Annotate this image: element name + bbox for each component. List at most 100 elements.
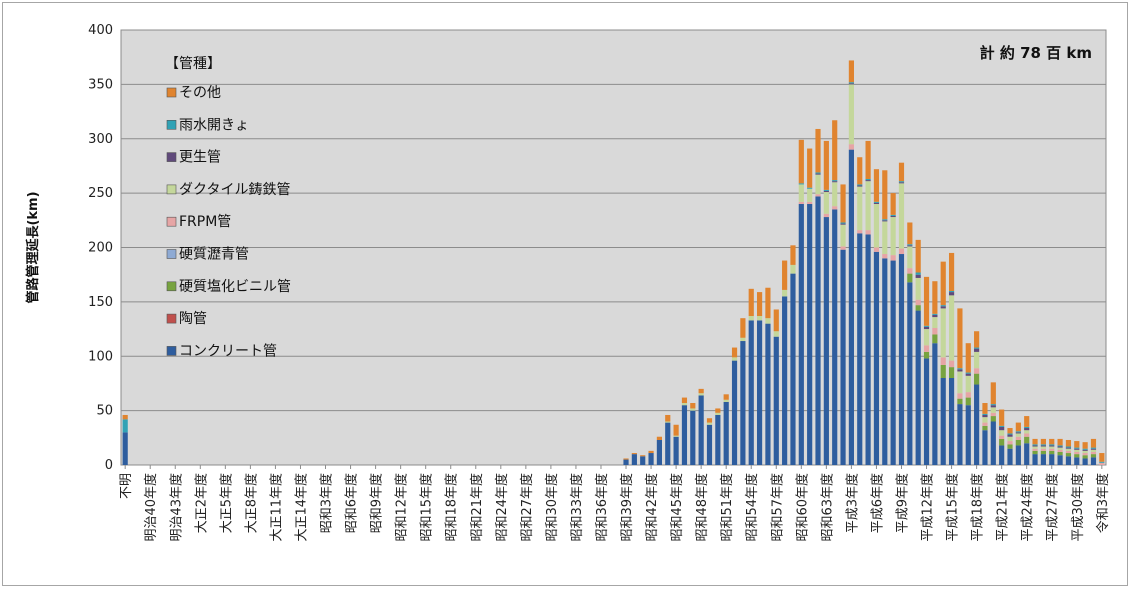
bar-segment [882, 220, 888, 222]
stacked-bar-chart: 050100150200250300350400 不明 明治40年度 明治43年度大… [25, 23, 1111, 542]
bar-segment [940, 308, 946, 358]
bar-segment [1015, 422, 1021, 432]
bar-segment [932, 281, 938, 314]
bar-segment [957, 369, 963, 372]
bar-segment [1007, 433, 1013, 435]
bar-segment [999, 445, 1005, 465]
x-tick-label: 昭和24年度 [494, 473, 510, 542]
bar-segment [923, 276, 930, 326]
bar-segment [1065, 450, 1072, 454]
bar-segment [748, 316, 754, 321]
legend-label: ダクタイル鋳鉄管 [179, 181, 290, 198]
bar-segment [1049, 446, 1055, 449]
x-tick-label: 平成12年度 [920, 473, 936, 542]
x-tick-label: 不明 [119, 473, 134, 499]
bar-segment [740, 341, 746, 465]
legend-label: FRPM管 [179, 214, 231, 230]
bar-segment [982, 417, 988, 423]
bar-segment [1065, 447, 1072, 449]
bar-segment [723, 394, 729, 400]
bar-segment [965, 343, 971, 373]
bar-segment [798, 183, 804, 185]
bar-segment [957, 371, 963, 394]
bar-segment [907, 282, 913, 465]
bar-segment [898, 182, 905, 184]
x-tick-label: 昭和48年度 [694, 473, 710, 542]
bar-segment [1057, 445, 1063, 447]
x-tick-label: 昭和21年度 [469, 473, 485, 542]
bar-segment [890, 193, 896, 215]
bar-segment [857, 157, 863, 185]
bar-segment [982, 422, 988, 426]
bar-segment [690, 410, 696, 465]
bar-segment [756, 320, 763, 465]
bar-segment [923, 351, 930, 359]
x-tick-label: 平成30年度 [1070, 473, 1086, 542]
bar-segment [773, 309, 779, 332]
bar-segment [857, 230, 863, 234]
bar-segment [982, 430, 988, 465]
bar-segment [823, 190, 829, 193]
bar-segment [648, 453, 654, 465]
x-tick-label: 昭和12年度 [394, 473, 410, 542]
bar-segment [999, 438, 1005, 446]
bar-segment [1049, 454, 1055, 465]
bar-segment [857, 186, 863, 231]
bar-segment [1015, 432, 1021, 434]
bar-segment [623, 458, 629, 460]
bar-segment [965, 405, 971, 465]
bar-segment [823, 213, 829, 218]
y-tick-label: 50 [96, 404, 113, 419]
bar-segment [1074, 447, 1080, 449]
y-tick-label: 150 [88, 295, 113, 310]
legend-label: 更生管 [179, 150, 221, 166]
bar-segment [948, 360, 955, 368]
bar-segment [848, 60, 854, 83]
bar-segment [915, 277, 921, 300]
legend-label: コンクリート管 [179, 343, 277, 359]
bar-segment [1007, 428, 1013, 434]
bar-segment [915, 239, 921, 273]
bar-segment [1090, 449, 1097, 452]
bar-segment [865, 234, 871, 465]
x-tick-label: 昭和51年度 [719, 473, 735, 542]
bar-segment [122, 414, 128, 420]
bar-segment [1090, 448, 1097, 450]
bar-segment [690, 403, 696, 409]
bar-segment [873, 201, 880, 203]
y-tick-label: 0 [105, 458, 113, 473]
bar-segment [898, 183, 905, 249]
bar-segment [940, 378, 946, 465]
bar-segment [1057, 438, 1063, 446]
x-tick-label: 大正14年度 [293, 473, 309, 542]
bar-segment [873, 202, 880, 204]
bar-segment [798, 204, 804, 465]
bar-segment [1032, 446, 1038, 449]
x-tick-label: 大正5年度 [218, 473, 234, 533]
bar-segment [957, 393, 963, 399]
bar-segment [940, 305, 946, 307]
bar-segment [715, 414, 721, 465]
legend-title: 【管種】 [165, 56, 221, 72]
bar-segment [923, 358, 930, 465]
bar-segment [731, 357, 738, 361]
bar-segment [965, 392, 971, 398]
bar-segment [706, 418, 713, 423]
bar-segment [915, 274, 921, 278]
bar-segment [948, 378, 955, 465]
bar-segment [848, 83, 854, 85]
bar-segment [656, 436, 662, 440]
bar-segment [982, 414, 988, 418]
bar-segment [848, 82, 854, 84]
bar-segment [640, 455, 646, 457]
bar-segment [690, 408, 696, 411]
bar-segment [857, 185, 863, 187]
bar-segment [948, 252, 955, 291]
bar-segment [907, 268, 913, 274]
bar-segment [1090, 438, 1097, 448]
bar-segment [815, 194, 821, 197]
legend-swatch [166, 87, 177, 98]
bar-segment [848, 84, 854, 145]
bar-segment [940, 261, 946, 306]
bar-segment [673, 436, 679, 465]
